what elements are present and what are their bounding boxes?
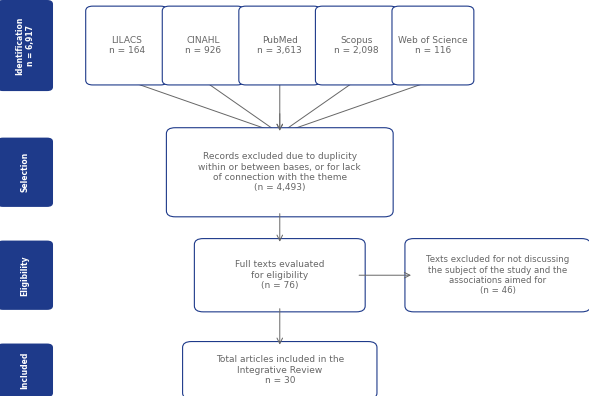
Text: Identification
n = 6,917: Identification n = 6,917 (15, 16, 35, 75)
FancyBboxPatch shape (392, 6, 474, 85)
FancyBboxPatch shape (162, 6, 244, 85)
FancyBboxPatch shape (0, 343, 53, 396)
Text: PubMed
n = 3,613: PubMed n = 3,613 (257, 36, 302, 55)
Text: Eligibility: Eligibility (21, 255, 29, 295)
FancyBboxPatch shape (0, 138, 53, 207)
Text: Full texts evaluated
for eligibility
(n = 76): Full texts evaluated for eligibility (n … (235, 260, 325, 290)
Text: Included: Included (21, 352, 29, 389)
FancyBboxPatch shape (316, 6, 397, 85)
FancyBboxPatch shape (86, 6, 167, 85)
Text: CINAHL
n = 926: CINAHL n = 926 (185, 36, 221, 55)
Text: LILACS
n = 164: LILACS n = 164 (108, 36, 145, 55)
Text: Selection: Selection (21, 152, 29, 192)
Text: Web of Science
n = 116: Web of Science n = 116 (398, 36, 468, 55)
FancyBboxPatch shape (0, 241, 53, 310)
FancyBboxPatch shape (405, 238, 589, 312)
Text: Records excluded due to duplicity
within or between bases, or for lack
of connec: Records excluded due to duplicity within… (198, 152, 361, 192)
FancyBboxPatch shape (0, 0, 53, 91)
Text: Texts excluded for not discussing
the subject of the study and the
associations : Texts excluded for not discussing the su… (426, 255, 570, 295)
Text: Scopus
n = 2,098: Scopus n = 2,098 (334, 36, 379, 55)
FancyBboxPatch shape (166, 128, 393, 217)
FancyBboxPatch shape (194, 238, 365, 312)
Text: Total articles included in the
Integrative Review
n = 30: Total articles included in the Integrati… (216, 355, 344, 385)
FancyBboxPatch shape (183, 341, 377, 396)
FancyBboxPatch shape (239, 6, 320, 85)
